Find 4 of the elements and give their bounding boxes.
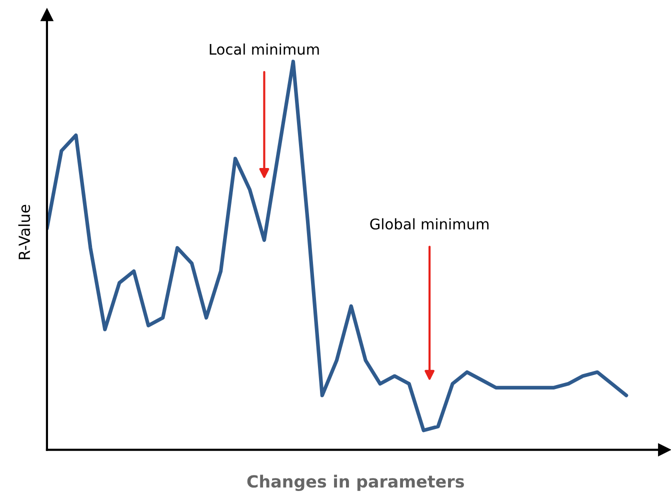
x-axis-title: Changes in parameters — [247, 474, 464, 492]
text: Local minimum — [210, 44, 319, 55]
y-axis-title: R-Value — [18, 204, 30, 260]
annotation: Global minimum — [370, 218, 488, 230]
